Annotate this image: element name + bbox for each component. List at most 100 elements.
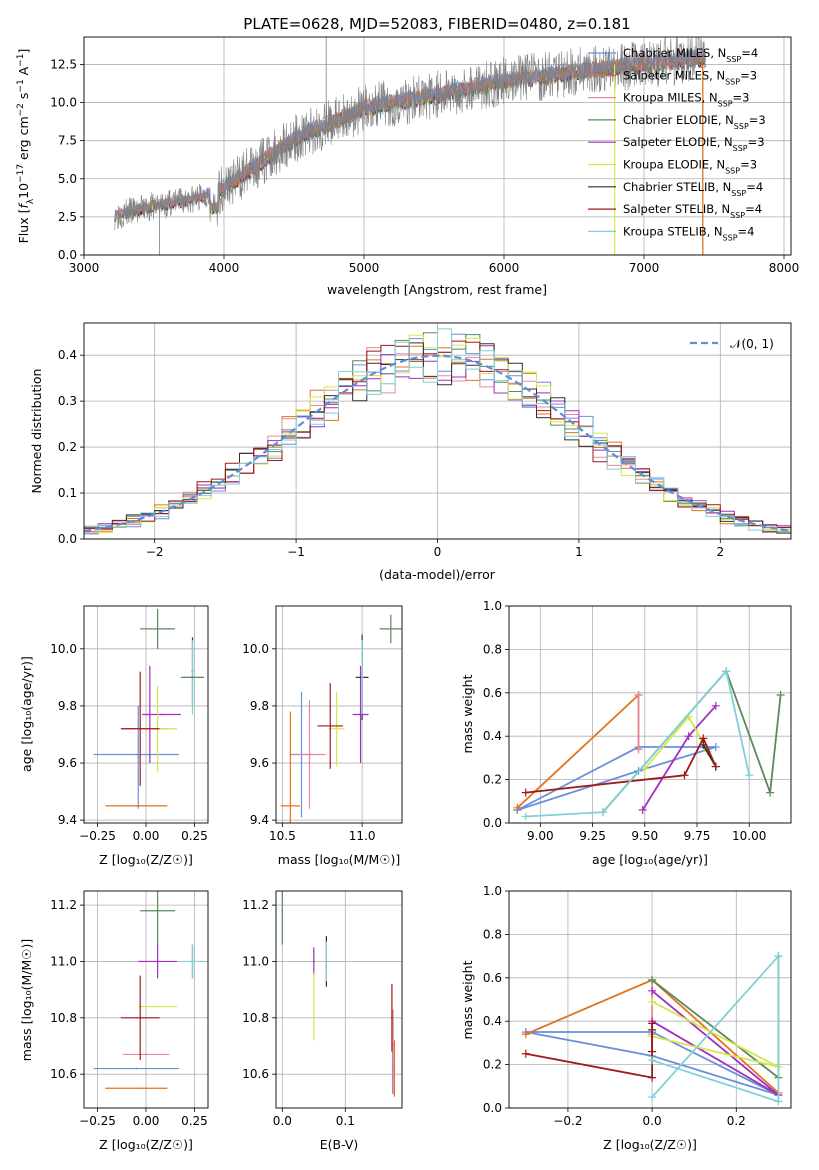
legend-entry: Salpeter ELODIE, NSSP=3	[623, 135, 765, 153]
residuals-xtick-label: 2	[716, 545, 724, 559]
weight-series-marker	[648, 975, 657, 984]
errorbar-point	[312, 1005, 315, 1008]
wz-ytick-label: 0.2	[483, 1058, 502, 1072]
weight-series-marker	[711, 701, 720, 710]
legend-text: SSP	[726, 55, 741, 64]
legend-text: =4	[741, 46, 758, 60]
massebv-plot	[281, 891, 396, 1097]
wage-frame	[508, 605, 792, 824]
spectrum-frame	[83, 36, 792, 256]
legend-text: =3	[740, 68, 757, 82]
legend-text: SSP	[725, 166, 740, 175]
massz-ylabel: mass [log₁₀(M/M☉)]	[19, 939, 34, 1061]
errorbar-point	[191, 960, 194, 963]
massz-axes: −0.25 0.00 0.25 10.6 10.8 11.0 11.2	[50, 890, 209, 1128]
weight-series-marker	[648, 1073, 657, 1082]
residuals-ytick-label: 0.2	[58, 440, 77, 454]
agez-xlabel: Z [log₁₀(Z/Z☉)]	[99, 852, 193, 867]
observed-spectrum-line	[114, 37, 706, 231]
residuals-plot	[84, 328, 791, 538]
wage-ytick-label: 0.8	[483, 642, 502, 656]
legend-text: Salpeter ELODIE, N	[623, 135, 733, 149]
weight-series-marker	[648, 986, 657, 995]
weight-series-marker	[766, 788, 775, 797]
legend-text: SSP	[730, 211, 745, 220]
legend-text: =4	[745, 202, 762, 216]
agemass-frame	[275, 605, 403, 824]
agez-ytick-label: 9.6	[58, 756, 77, 770]
wz-frame	[508, 890, 792, 1109]
massz-xtick-label: 0.25	[181, 1114, 208, 1128]
wage-xtick-label: 9.25	[579, 829, 606, 843]
massz-xtick-label: 0.00	[133, 1114, 160, 1128]
legend-text: =3	[733, 91, 750, 105]
ylabel-part: ]	[16, 49, 31, 54]
legend-text: =3	[748, 135, 765, 149]
massz-xlabel: Z [log₁₀(Z/Z☉)]	[99, 1137, 193, 1152]
agemass-plot	[280, 614, 402, 823]
weight-series-marker	[711, 743, 720, 752]
errorbar-point	[191, 676, 194, 679]
weight-series-marker	[774, 1097, 783, 1106]
weight-series-marker	[648, 1047, 657, 1056]
massz-plot	[93, 891, 205, 1090]
errorbar-point	[281, 909, 284, 912]
massebv-xtick-label: 0.0	[273, 1114, 292, 1128]
errorbar-point	[135, 1067, 138, 1070]
errorbar-point	[393, 1067, 396, 1070]
massebv-ytick-label: 11.0	[242, 954, 269, 968]
residuals-xtick-label: 0	[434, 545, 442, 559]
legend-text: SSP	[725, 77, 740, 86]
ylabel-part: λ	[26, 198, 36, 204]
wage-xtick-label: 9.00	[527, 829, 554, 843]
wage-ytick-label: 0.2	[483, 773, 502, 787]
spectrum-ytick-label: 2.5	[58, 210, 77, 224]
errorbar-point	[329, 725, 332, 727]
massebv-frame	[275, 890, 403, 1109]
legend-entry: Kroupa ELODIE, NSSP=3	[623, 158, 757, 176]
spectrum-ytick-label: 12.5	[50, 57, 77, 71]
wage-ytick-label: 0.6	[483, 686, 502, 700]
massz-xtick-label: −0.25	[79, 1114, 116, 1128]
legend-entry: Kroupa STELIB, NSSP=4	[623, 224, 754, 242]
normal-curve-line	[84, 354, 791, 532]
massebv-ytick-label: 11.2	[242, 898, 269, 912]
agez-ytick-label: 9.8	[58, 699, 77, 713]
agez-ytick-label: 10.0	[50, 642, 77, 656]
weight-series-marker	[521, 1030, 530, 1039]
errorbar-point	[325, 960, 328, 963]
wage-xtick-label: 9.50	[631, 829, 658, 843]
errorbar-point	[361, 676, 364, 679]
errorbar-point	[145, 1053, 147, 1056]
massz-ytick-label: 10.6	[50, 1067, 77, 1081]
weight-series-marker	[521, 788, 530, 797]
residuals-ylabel: Normed distribution	[29, 369, 44, 494]
spectrum-axes: 3000 4000 5000 6000 7000 8000 0.0 2.5 5.0 7.5 10.0…	[50, 36, 799, 275]
residuals-ytick-label: 0.1	[58, 486, 77, 500]
legend-text: Salpeter MILES, N	[623, 68, 725, 82]
errorbar-point	[156, 960, 159, 963]
legend-text: =4	[746, 180, 763, 194]
ylabel-part: −2	[16, 103, 26, 116]
spectrum-xtick-label: 3000	[69, 261, 100, 275]
ylabel-part: Flux [	[16, 209, 31, 244]
residuals-ytick-label: 0.3	[58, 394, 77, 408]
weight-series-marker	[745, 771, 754, 780]
residuals-legend-label: 𝒩(0, 1)	[730, 337, 774, 351]
agemass-xtick-label: 11.0	[349, 829, 376, 843]
ylabel-part: −1	[16, 79, 26, 92]
legend-entry: Chabrier STELIB, NSSP=4	[623, 180, 763, 198]
legend-text: SSP	[734, 121, 749, 130]
wz-ytick-label: 0.0	[483, 1101, 502, 1115]
agemass-ytick-label: 10.0	[242, 642, 269, 656]
weight-series-marker	[648, 997, 657, 1006]
errorbar-point	[312, 960, 315, 963]
wage-ylabel: mass weight	[460, 674, 475, 753]
weight-series-marker	[634, 745, 643, 754]
errorbar-point	[135, 1087, 138, 1090]
spectrum-xtick-label: 4000	[209, 261, 240, 275]
weight-series-marker	[711, 762, 720, 771]
weight-series-marker	[599, 808, 607, 817]
errorbar-point	[135, 753, 138, 756]
wz-xtick-label: 0.0	[643, 1114, 662, 1128]
